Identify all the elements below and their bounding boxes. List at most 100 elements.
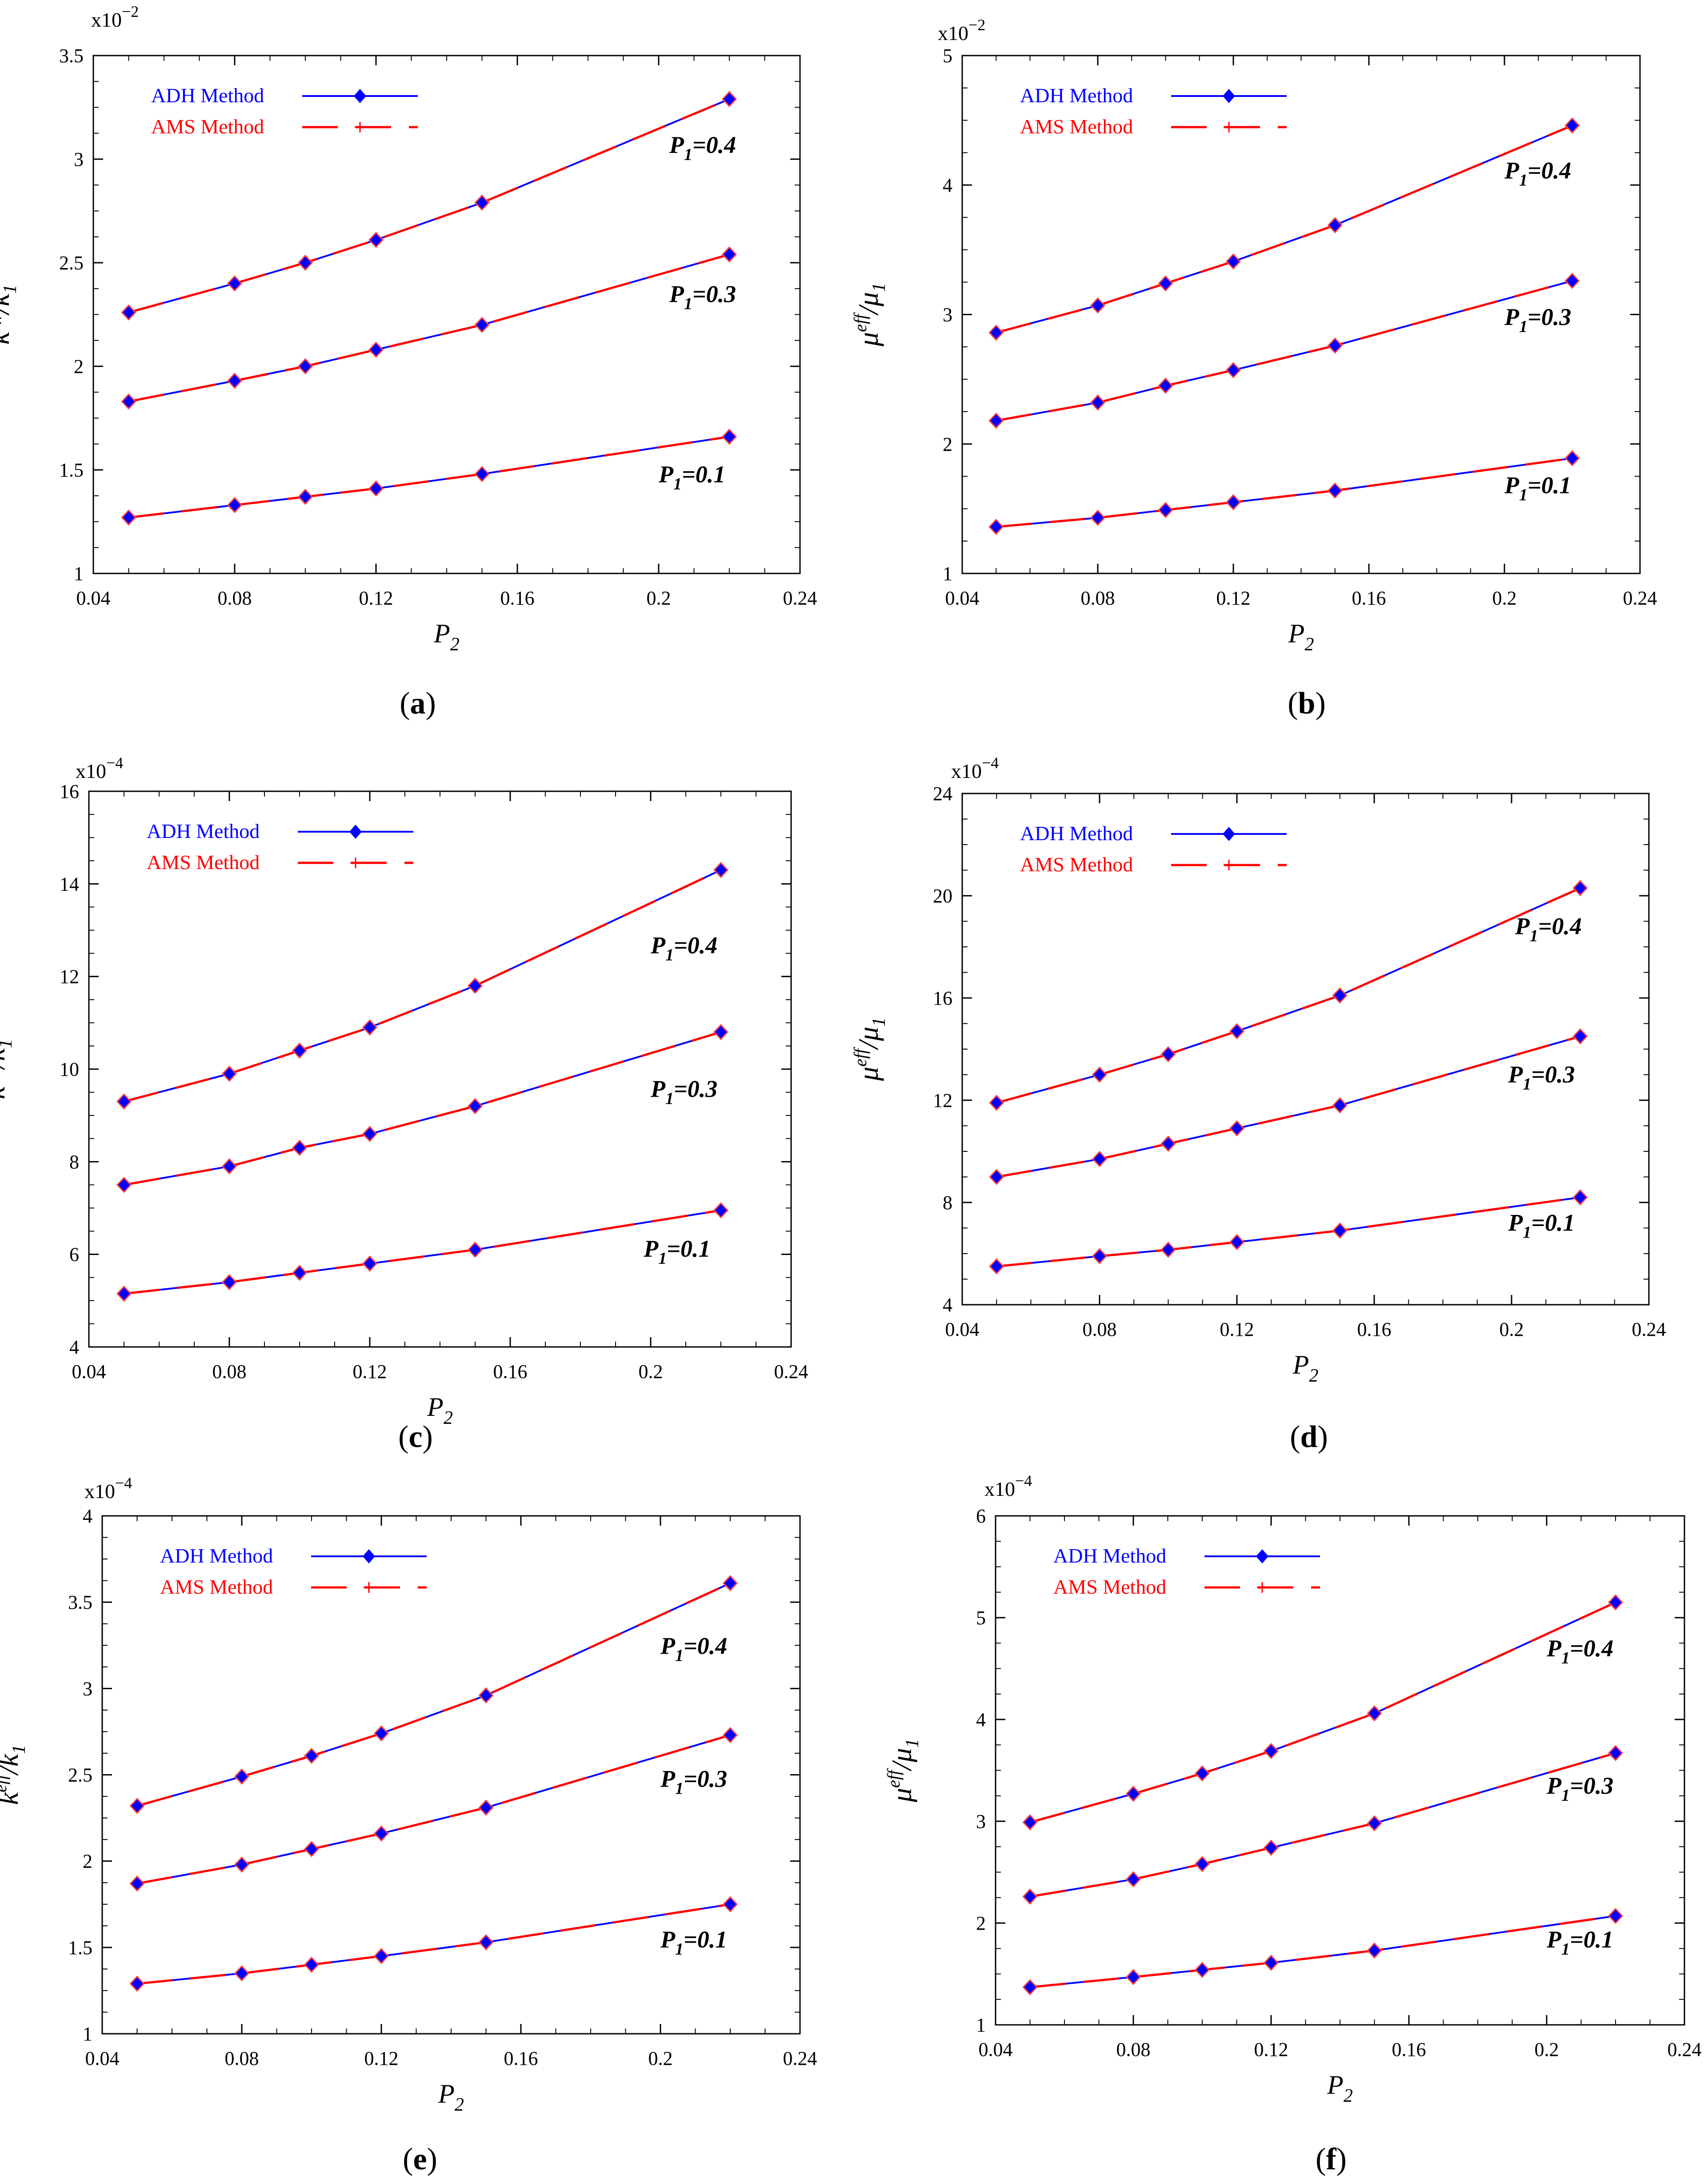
y-tick-label: 6 — [976, 1505, 986, 1527]
series-line-ams-1 — [137, 1734, 731, 1885]
data-point — [1263, 1743, 1279, 1759]
legend: ADH Method AMS Method — [1020, 84, 1287, 138]
x-tick-label: 0.08 — [225, 2048, 259, 2069]
data-point — [1608, 1594, 1624, 1611]
data-point — [988, 325, 1004, 341]
data-point — [474, 194, 490, 211]
x-tick-label: 0.24 — [774, 1361, 808, 1383]
y-axis-label: μeff/μ1 — [850, 1017, 889, 1081]
series-annotation: P1=0.4 — [1546, 1635, 1613, 1667]
series-line-adh-1 — [124, 1031, 721, 1186]
data-point — [292, 1139, 308, 1156]
series-line-adh-2 — [996, 1196, 1580, 1267]
series-line-adh-0 — [996, 887, 1581, 1104]
legend-marker-adh — [354, 89, 366, 103]
panel-e: 0.04 0.08 0.12 0.16 0.2 0.24 1 1.5 2 2.5 3 3.5 4x10−… — [0, 1474, 817, 2176]
series-line-ams-0 — [128, 98, 730, 314]
data-point — [1160, 1046, 1176, 1062]
data-point — [121, 509, 136, 526]
data-point — [1158, 275, 1173, 292]
series-line-ams-2 — [128, 435, 730, 519]
data-point — [221, 1066, 237, 1082]
x-tick-label: 0.12 — [1254, 2039, 1288, 2060]
y-tick-label: 2 — [83, 1851, 92, 1872]
data-point — [1022, 1888, 1038, 1905]
y-tick-label: 3 — [943, 304, 952, 326]
legend-label-ams: AMS Method — [151, 115, 264, 138]
axis-multiplier: x10−4 — [76, 754, 123, 782]
series-line-ams-0 — [1029, 1601, 1616, 1823]
data-point — [988, 518, 1004, 535]
y-tick-label: 4 — [976, 1709, 986, 1731]
data-point — [362, 1019, 378, 1036]
data-point — [304, 1747, 320, 1764]
data-point — [129, 1976, 145, 1992]
legend-marker-adh — [363, 1549, 375, 1563]
y-tick-label: 16 — [933, 987, 952, 1009]
series-line-ams-0 — [136, 1582, 731, 1807]
series-line-ams-0 — [124, 869, 722, 1103]
data-point — [1225, 494, 1241, 511]
series-annotation: P1=0.4 — [1504, 157, 1571, 190]
x-tick-label: 0.08 — [1083, 1318, 1117, 1340]
x-tick-label: 0.04 — [85, 2048, 120, 2069]
axis-multiplier: x10−4 — [984, 1472, 1032, 1500]
y-tick-label: 4 — [83, 1505, 92, 1527]
y-tick-label: 8 — [943, 1192, 952, 1214]
series-annotation: P1=0.3 — [650, 1076, 717, 1108]
x-tick-label: 0.16 — [1352, 587, 1386, 609]
x-tick-label: 0.16 — [1357, 1318, 1392, 1340]
data-point — [1367, 1705, 1382, 1722]
series-annotation: P1=0.1 — [1504, 472, 1571, 504]
x-tick-label: 0.16 — [493, 1361, 528, 1383]
x-tick-label: 0.24 — [1632, 1318, 1666, 1340]
y-tick-label: 2.5 — [68, 1764, 92, 1786]
series-annotation: P1=0.1 — [1508, 1209, 1575, 1242]
x-tick-label: 0.2 — [639, 1361, 663, 1383]
data-point — [116, 1177, 132, 1193]
panel-f: 0.04 0.08 0.12 0.16 0.2 0.24 1 2 3 4 5 6 x10−4 P2 μeff… — [884, 1472, 1702, 2176]
legend-marker-adh — [1223, 827, 1235, 841]
data-point — [1564, 117, 1580, 134]
y-tick-label: 24 — [933, 783, 952, 805]
series-annotation: P1=0.3 — [660, 1766, 727, 1798]
legend-label-ams: AMS Method — [1020, 853, 1133, 876]
data-point — [1158, 377, 1173, 394]
y-tick-label: 2 — [943, 433, 952, 455]
series-line-adh-0 — [124, 869, 721, 1102]
y-tick-label: 5 — [976, 1607, 986, 1629]
y-tick-label: 8 — [69, 1151, 79, 1173]
data-point — [1092, 1248, 1108, 1264]
x-tick-label: 0.12 — [353, 1361, 387, 1383]
series-line-adh-0 — [136, 1582, 731, 1807]
x-tick-label: 0.16 — [500, 587, 535, 609]
data-point — [362, 1255, 378, 1272]
series-line-ams-0 — [996, 887, 1581, 1104]
axis-multiplier: x10−2 — [91, 3, 139, 31]
data-point — [721, 91, 737, 108]
data-point — [1022, 1814, 1038, 1831]
y-tick-label: 3.5 — [59, 45, 84, 67]
panel-caption: (a) — [400, 686, 436, 721]
x-axis-label: P2 — [438, 2079, 464, 2115]
data-point — [373, 1948, 389, 1964]
data-point — [121, 304, 136, 321]
data-point — [1263, 1839, 1279, 1856]
data-point — [292, 1265, 308, 1281]
data-point — [1158, 502, 1173, 518]
y-tick-label: 1 — [83, 2023, 92, 2045]
data-point — [221, 1274, 237, 1290]
y-tick-label: 16 — [60, 781, 79, 802]
x-tick-label: 0.2 — [1535, 2039, 1559, 2060]
axis-multiplier: x10−4 — [84, 1474, 132, 1503]
data-point — [297, 358, 313, 375]
x-tick-label: 0.04 — [979, 2039, 1013, 2060]
data-point — [713, 862, 729, 878]
series-line-ams-2 — [996, 1196, 1580, 1268]
data-point — [362, 1126, 378, 1142]
series-line-ams-0 — [996, 124, 1573, 334]
x-tick-label: 0.12 — [364, 2048, 399, 2069]
x-tick-label: 0.24 — [783, 2048, 817, 2069]
x-tick-label: 0.2 — [1500, 1318, 1524, 1340]
